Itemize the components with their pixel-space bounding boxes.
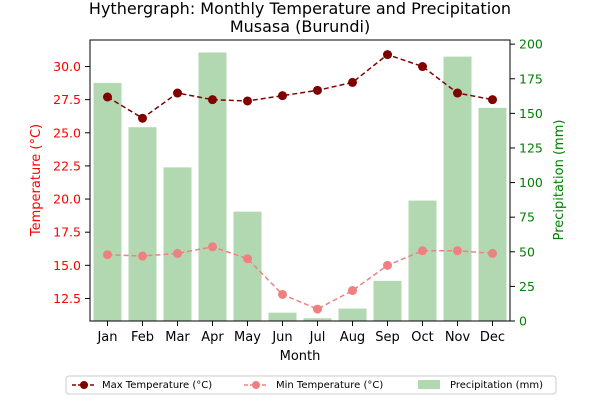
x-tick-label-apr: Apr: [201, 330, 224, 345]
left-tick-label-17.5: 17.5: [53, 225, 81, 240]
x-tick-label-nov: Nov: [445, 330, 471, 345]
left-tick-label-25.0: 25.0: [53, 125, 81, 140]
precip-bar-oct: [408, 200, 437, 321]
x-tick-label-jun: Jun: [271, 330, 292, 345]
precip-bar-aug: [338, 308, 367, 321]
chart-title: Hythergraph: Monthly Temperature and Pre…: [89, 0, 511, 18]
max-temp-point-oct: [418, 62, 427, 72]
min-temp-point-mar: [173, 248, 182, 258]
precip-bar-jul: [303, 318, 332, 321]
precipitation-bars: [93, 52, 507, 322]
x-tick-label-may: May: [234, 330, 261, 345]
min-temp-point-feb: [138, 251, 147, 261]
min-temp-point-aug: [348, 286, 357, 296]
left-tick-label-12.5: 12.5: [53, 291, 81, 306]
precip-bar-jun: [268, 312, 297, 321]
max-temp-point-mar: [173, 88, 182, 98]
min-temp-point-sep: [383, 260, 392, 270]
right-tick-label-100: 100: [519, 175, 543, 190]
min-temp-point-jul: [313, 304, 322, 314]
precip-bar-mar: [163, 167, 192, 321]
x-tick-label-dec: Dec: [480, 330, 505, 345]
right-tick-label-0: 0: [519, 314, 527, 329]
precip-bar-may: [233, 211, 262, 321]
legend-item-min-temp: Min Temperature (°C): [244, 380, 383, 391]
precip-bar-apr: [198, 52, 227, 321]
chart-legend: Max Temperature (°C) Min Temperature (°C…: [65, 375, 557, 395]
max-temp-point-dec: [488, 95, 497, 105]
left-tick-label-27.5: 27.5: [53, 92, 81, 107]
right-tick-label-125: 125: [519, 140, 543, 155]
right-tick-label-75: 75: [519, 210, 535, 225]
precip-bar-sep: [373, 280, 402, 321]
legend-label-max-temp: Max Temperature (°C): [102, 380, 212, 391]
legend-marker-max-temp: [80, 381, 88, 389]
left-tick-label-30.0: 30.0: [53, 59, 81, 74]
right-tick-label-175: 175: [519, 71, 543, 86]
max-temp-point-aug: [348, 77, 357, 87]
max-temp-line: [107, 53, 493, 120]
x-tick-label-aug: Aug: [340, 330, 365, 345]
left-y-axis: 12.5 15.0 17.5 20.0 22.5 25.0 27.5 30.0: [53, 59, 90, 306]
precip-bar-nov: [443, 56, 472, 321]
min-temp-point-nov: [453, 246, 462, 256]
min-temp-point-apr: [208, 242, 217, 252]
right-tick-label-25: 25: [519, 279, 535, 294]
min-temp-line: [107, 245, 493, 310]
x-tick-label-jul: Jul: [309, 330, 326, 345]
min-temp-point-may: [243, 254, 252, 264]
min-temp-point-dec: [488, 248, 497, 258]
temperature-lines: [103, 50, 497, 314]
x-tick-label-jan: Jan: [96, 330, 117, 345]
min-temp-point-oct: [418, 246, 427, 256]
min-temp-point-jan: [103, 250, 112, 260]
max-temp-point-jun: [278, 91, 287, 101]
right-tick-label-50: 50: [519, 244, 535, 259]
left-y-axis-label: Temperature (°C): [29, 124, 44, 237]
right-tick-label-150: 150: [519, 106, 543, 121]
plot-frame: [89, 39, 511, 322]
right-y-axis-label: Precipitation (mm): [552, 120, 567, 241]
min-temp-point-jun: [278, 289, 287, 299]
max-temp-point-apr: [208, 95, 217, 105]
legend-item-precipitation: Precipitation (mm): [418, 380, 543, 391]
right-tick-label-200: 200: [519, 37, 543, 52]
max-temp-point-jan: [103, 92, 112, 102]
x-axis: Jan Feb Mar Apr May Jun Jul Aug Sep Oct Nov Dec: [96, 321, 505, 345]
x-axis-label: Month: [280, 349, 321, 364]
x-tick-label-mar: Mar: [165, 330, 190, 345]
left-tick-label-22.5: 22.5: [53, 158, 81, 173]
max-temp-point-jul: [313, 85, 322, 95]
max-temp-point-sep: [383, 50, 392, 60]
precip-bar-dec: [478, 107, 507, 322]
max-temp-point-nov: [453, 88, 462, 98]
legend-item-max-temp: Max Temperature (°C): [72, 380, 212, 391]
max-temp-point-feb: [138, 113, 147, 123]
left-tick-label-20.0: 20.0: [53, 192, 81, 207]
legend-label-min-temp: Min Temperature (°C): [276, 380, 383, 391]
legend-swatch-precipitation: [418, 380, 440, 389]
legend-marker-min-temp: [252, 381, 260, 389]
x-tick-label-feb: Feb: [131, 330, 154, 345]
max-temp-point-may: [243, 96, 252, 106]
precip-bar-jan: [93, 82, 122, 321]
right-y-axis: 0 25 50 75 100 125 150 175 200: [510, 37, 543, 329]
left-tick-label-15.0: 15.0: [53, 258, 81, 273]
precip-bar-feb: [128, 127, 157, 321]
chart-subtitle: Musasa (Burundi): [230, 17, 370, 36]
x-tick-label-sep: Sep: [375, 330, 400, 345]
legend-label-precipitation: Precipitation (mm): [450, 380, 543, 391]
x-tick-label-oct: Oct: [411, 330, 433, 345]
